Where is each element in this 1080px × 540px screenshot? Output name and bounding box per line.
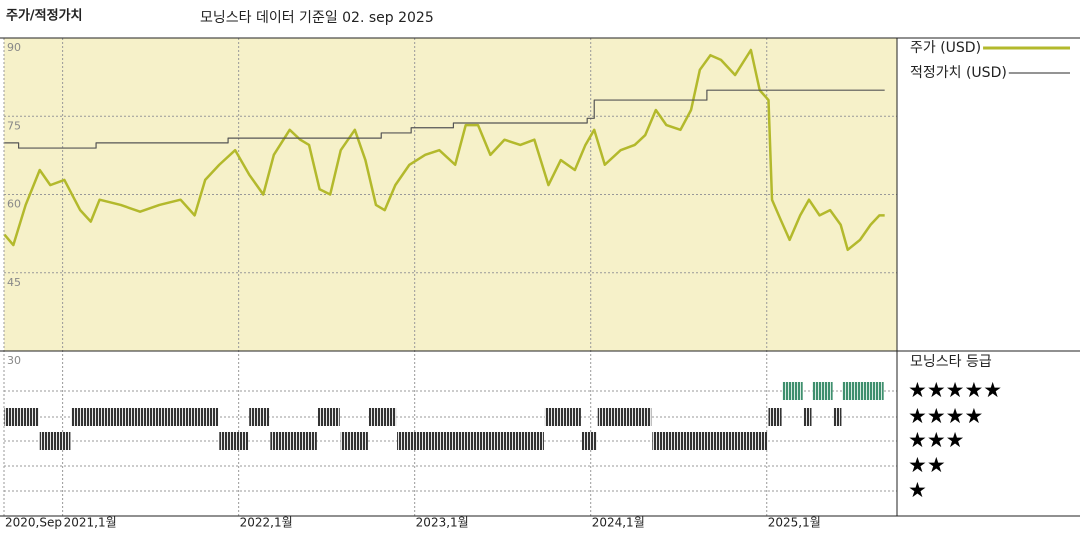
rating-bar (249, 408, 270, 426)
legend-label: 적정가치 (USD) (910, 65, 1007, 81)
legend-label: 주가 (USD) (910, 40, 981, 56)
x-tick-label: 2021,1월 (64, 516, 117, 530)
rating-bar (842, 382, 884, 400)
x-tick-label: 2024,1월 (592, 516, 645, 530)
rating-bar (782, 382, 803, 400)
rating-bar (317, 408, 340, 426)
y-tick-label: 75 (7, 119, 21, 132)
y-tick-label: 30 (7, 354, 21, 367)
rating-bar (4, 408, 39, 426)
rating-label: ★★ (908, 453, 946, 477)
series-line (3, 48, 885, 252)
x-tick-label: 2023,1월 (416, 516, 469, 530)
rating-label: ★★★★★ (908, 378, 1002, 402)
rating-bar (597, 408, 652, 426)
rating-bar (340, 432, 368, 450)
series-line (4, 89, 885, 149)
rating-bar (812, 382, 833, 400)
y-tick-label: 45 (7, 276, 21, 289)
x-tick-label: 2020,Sep (5, 516, 62, 530)
x-tick-label: 2022,1월 (240, 516, 293, 530)
y-tick-label: 90 (7, 41, 21, 54)
rating-label: ★★★★ (908, 404, 983, 428)
rating-bar (219, 432, 249, 450)
rating-bar (833, 408, 842, 426)
rating-bar (368, 408, 397, 426)
chart-title: 주가/적정가치 (6, 8, 83, 24)
rating-label: ★★★ (908, 428, 964, 452)
rating-bar (652, 432, 768, 450)
rating-label: ★ (908, 478, 927, 502)
rating-title: 모닝스타 등급 (910, 354, 992, 370)
rating-bar (71, 408, 219, 426)
rating-bar (544, 408, 581, 426)
rating-bar (768, 408, 782, 426)
chart-subtitle: 모닝스타 데이터 기준일 02. sep 2025 (200, 10, 434, 26)
y-tick-label: 60 (7, 198, 21, 211)
rating-bar (803, 408, 812, 426)
rating-bar (581, 432, 597, 450)
rating-bar (270, 432, 317, 450)
rating-bar (397, 432, 544, 450)
rating-bar (39, 432, 71, 450)
x-tick-label: 2025,1월 (768, 516, 821, 530)
